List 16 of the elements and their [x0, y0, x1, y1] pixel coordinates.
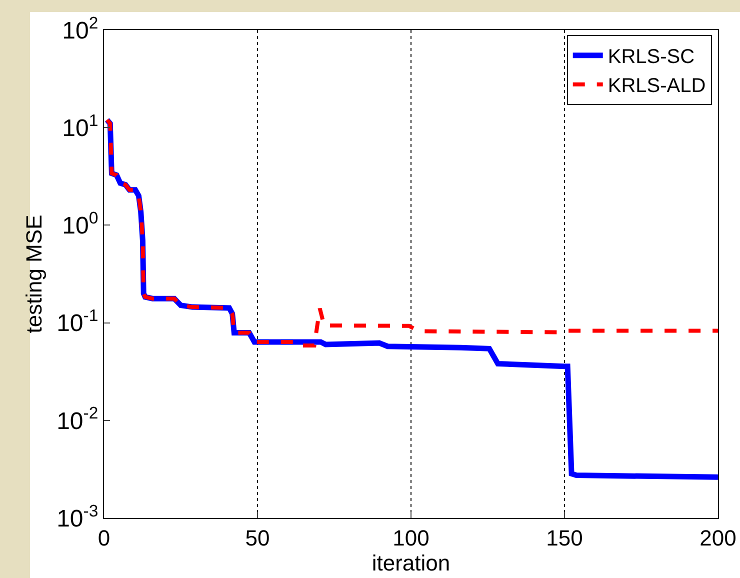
x-tick-label: 50 [245, 525, 270, 550]
y-tick-label: 10$^{1}$ [62, 110, 98, 142]
y-tick-label: 10$^{-3}$ [56, 501, 98, 532]
y-tick-label: 10$^{-1}$ [56, 306, 98, 338]
y-tick-label: 10$^{2}$ [62, 13, 98, 44]
y-axis-title: testing MSE [21, 214, 46, 334]
legend-label: KRLS-ALD [608, 75, 706, 98]
x-tick-label: 100 [392, 525, 430, 550]
x-tick-label: 0 [98, 525, 110, 550]
x-tick-label: 150 [546, 525, 583, 550]
y-tick-label: 10$^{0}$ [62, 208, 98, 240]
x-axis-title: iteration [372, 550, 450, 576]
y-tick-label: 10$^{-2}$ [56, 404, 98, 435]
line-series [105, 118, 718, 348]
legend-label: KRLS-SC [608, 46, 695, 68]
x-tick-label: 200 [700, 525, 736, 550]
